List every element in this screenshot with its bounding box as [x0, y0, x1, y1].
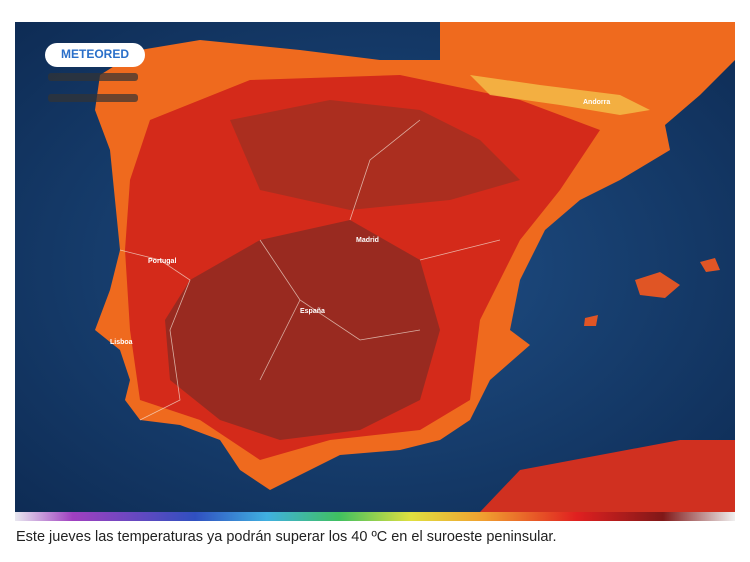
pyrenees: [470, 75, 650, 115]
logo: METEORED: [61, 47, 129, 61]
place-label: Lisboa: [110, 339, 133, 346]
island: [700, 258, 720, 272]
place-label: Andorra: [583, 99, 610, 106]
legend-chip: [48, 73, 138, 81]
very-hot-zone: [165, 220, 440, 440]
place-label: Madrid: [356, 237, 379, 244]
borders: [119, 119, 501, 421]
island: [584, 315, 598, 326]
place-label: Portugal: [148, 258, 176, 265]
place-label: España: [300, 308, 325, 315]
legend-chip: [48, 94, 138, 102]
land-africa: [480, 440, 735, 512]
color-scale: [15, 512, 735, 521]
caption: Este jueves las temperaturas ya podrán s…: [16, 529, 557, 545]
island: [635, 272, 680, 298]
hot-north: [230, 100, 520, 210]
logo-badge: [45, 43, 145, 67]
